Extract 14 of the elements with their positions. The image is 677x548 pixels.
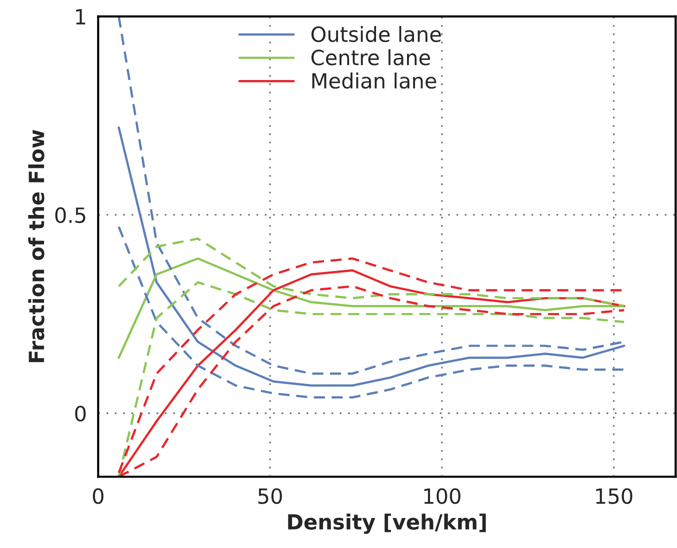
x-axis-title: Density [veh/km] <box>288 514 486 534</box>
y-tick-label: 1 <box>76 9 86 24</box>
x-tick-label: 50 <box>258 488 282 504</box>
legend-label: Median lane <box>312 72 436 89</box>
line-series <box>118 126 626 387</box>
x-tick-label: 150 <box>596 488 632 504</box>
x-tick-label: 100 <box>424 488 460 504</box>
y-tick-label: 0 <box>75 406 86 422</box>
legend-label: Centre lane <box>311 49 430 66</box>
legend-label: Outside lane <box>311 26 441 42</box>
line-series <box>118 226 626 399</box>
y-axis-title: Fraction of the Flow <box>28 130 44 362</box>
y-tick-label: 0.5 <box>55 207 86 224</box>
x-tick-label: 0 <box>92 488 104 504</box>
